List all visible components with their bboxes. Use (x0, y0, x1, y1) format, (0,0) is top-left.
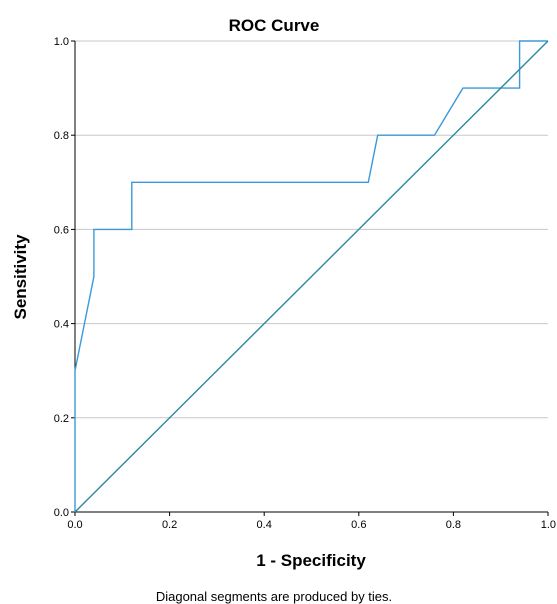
y-tick-label: 0.0 (54, 507, 69, 519)
x-axis-label: 1 - Specificity (256, 551, 366, 570)
x-tick-label: 0.6 (351, 519, 366, 531)
footnote: Diagonal segments are produced by ties. (156, 589, 392, 604)
chart-title: ROC Curve (229, 16, 320, 35)
x-tick-label: 1.0 (541, 519, 556, 531)
y-tick-label: 0.4 (54, 319, 69, 331)
y-axis-label: Sensitivity (11, 234, 30, 320)
y-tick-label: 1.0 (54, 36, 69, 48)
y-tick-label: 0.6 (54, 224, 69, 236)
y-tick-label: 0.8 (54, 130, 69, 142)
x-tick-label: 0.0 (67, 519, 82, 531)
tick-labels: 0.0 0.2 0.4 0.6 0.8 1.0 0.0 0.2 0.4 0.6 0.8 1.0 (54, 36, 556, 531)
roc-curve-line (74, 40, 548, 512)
y-tick-label: 0.2 (54, 413, 69, 425)
gridlines (75, 40, 548, 419)
x-tick-label: 0.8 (446, 519, 461, 531)
x-tick-label: 0.2 (162, 519, 177, 531)
reference-diagonal-line (74, 40, 549, 513)
series-lines (74, 40, 549, 513)
x-tick-label: 0.4 (257, 519, 272, 531)
